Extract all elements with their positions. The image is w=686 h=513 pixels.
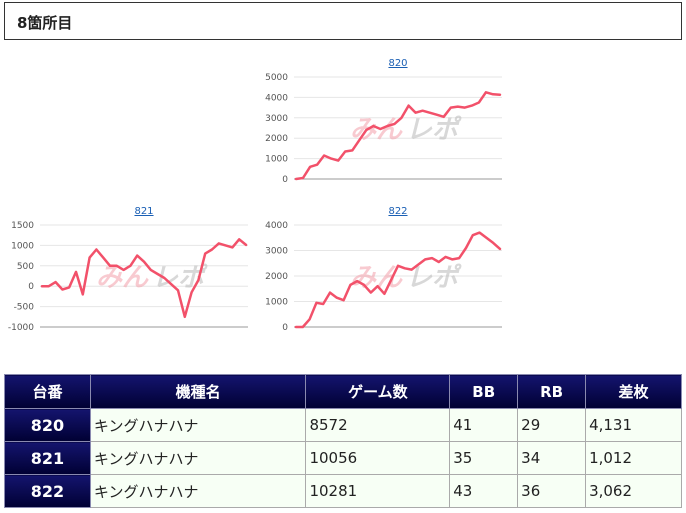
chart-821: 821 1500 1000 500 0 -500 -1000 みん レポ [4,203,254,335]
y-tick-label: 2000 [265,272,288,282]
chart-title-link[interactable]: 821 [134,206,153,217]
row-bb: 41 [449,408,519,442]
table-row: 821 キングハナハナ 10056 35 34 1,012 [4,441,682,475]
chart-title-link[interactable]: 820 [388,58,407,69]
row-number: 820 [4,408,91,442]
row-games: 10056 [305,441,451,475]
watermark-logo: みん レポ [350,115,462,145]
row-number: 822 [4,474,91,508]
watermark-logo: みん レポ [96,263,208,293]
row-rb: 36 [517,474,587,508]
y-tick-label: 500 [17,262,34,272]
section-header: 8箇所目 [4,2,682,40]
y-tick-label: 3000 [265,247,288,257]
row-games: 10281 [305,474,451,508]
chart-821-svg: 821 1500 1000 500 0 -500 -1000 みん レポ [8,206,248,333]
chart-822: 822 4000 3000 2000 1000 0 みん レポ [258,203,508,335]
row-machine-name: キングハナハナ [89,408,307,442]
header-bb: BB [449,374,519,409]
y-tick-label: 0 [282,323,288,333]
y-tick-label: 0 [282,175,288,185]
table-row: 820 キングハナハナ 8572 41 29 4,131 [4,408,682,442]
table-row: 822 キングハナハナ 10281 43 36 3,062 [4,474,682,508]
y-tick-label: 1000 [11,241,34,251]
y-tick-label: 1000 [265,298,288,308]
row-bb: 43 [449,474,519,508]
chart-820-svg: 820 5000 4000 3000 2000 1000 0 みん レポ [265,58,502,185]
watermark-text-a: みん [96,263,149,293]
y-tick-label: 1500 [11,221,34,231]
header-number: 台番 [4,374,91,409]
row-diff: 1,012 [585,441,682,475]
row-bb: 35 [449,441,519,475]
header-diff: 差枚 [585,374,682,409]
y-tick-label: 1000 [265,155,288,165]
header-machine-name: 機種名 [89,374,307,409]
y-tick-label: -500 [14,303,35,313]
series-line [294,231,502,329]
series-line [40,238,248,319]
row-rb: 34 [517,441,587,475]
y-tick-label: -1000 [8,323,34,333]
machine-table: 台番 機種名 ゲーム数 BB RB 差枚 820 キングハナハナ 8572 41… [4,374,682,508]
row-diff: 3,062 [585,474,682,508]
row-machine-name: キングハナハナ [89,474,307,508]
chart-title-link[interactable]: 822 [388,206,407,217]
row-diff: 4,131 [585,408,682,442]
row-games: 8572 [305,408,451,442]
y-tick-label: 3000 [265,114,288,124]
row-rb: 29 [517,408,587,442]
row-machine-name: キングハナハナ [89,441,307,475]
y-tick-label: 5000 [265,73,288,83]
header-rb: RB [517,374,587,409]
y-tick-label: 2000 [265,134,288,144]
chart-820: 820 5000 4000 3000 2000 1000 0 みん レポ [258,55,508,187]
watermark-text-b: レポ [406,115,462,145]
y-tick-label: 0 [28,282,34,292]
y-tick-label: 4000 [265,93,288,103]
series-line [294,91,502,181]
row-number: 821 [4,441,91,475]
header-games: ゲーム数 [305,374,451,409]
table-header-row: 台番 機種名 ゲーム数 BB RB 差枚 [4,374,682,409]
y-tick-label: 4000 [265,221,288,231]
section-title: 8箇所目 [17,14,73,32]
